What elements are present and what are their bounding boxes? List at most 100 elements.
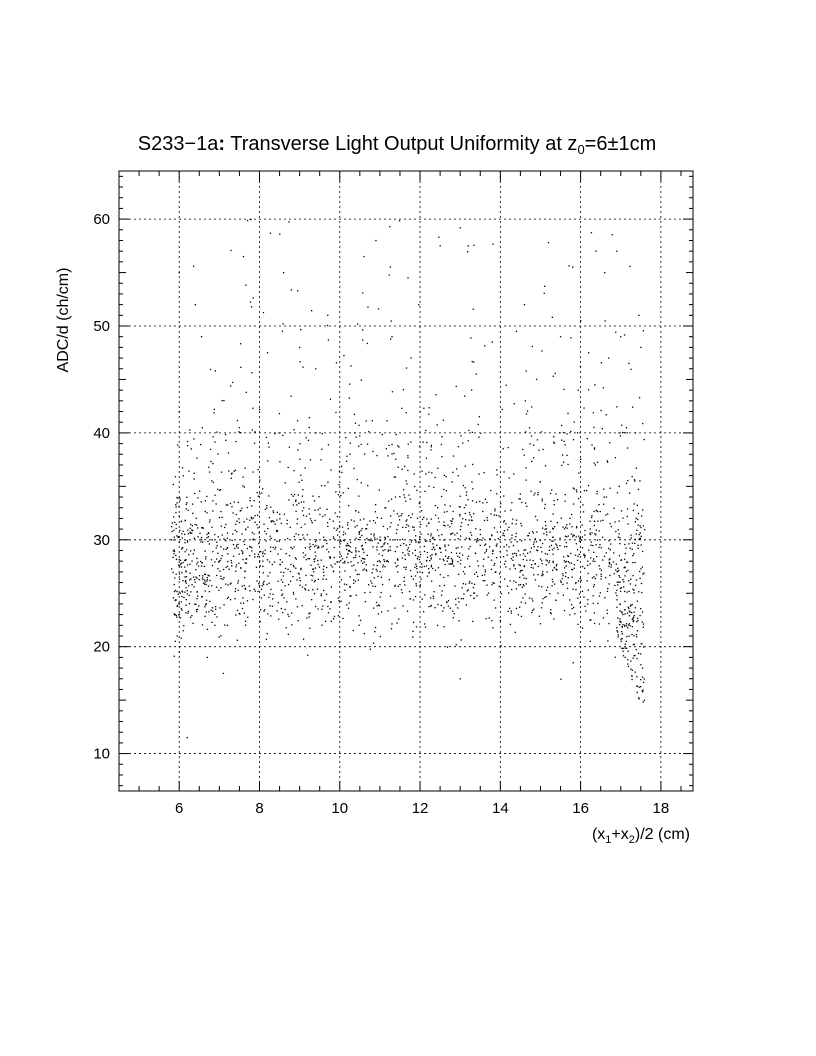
data-point [194, 523, 196, 526]
data-point [509, 623, 511, 626]
data-point [464, 395, 466, 397]
data-point [376, 454, 378, 457]
data-point [205, 604, 207, 606]
data-point [245, 562, 248, 564]
data-point [274, 433, 276, 435]
data-point [182, 530, 184, 532]
data-point [492, 582, 494, 584]
data-point [229, 583, 232, 585]
data-point [432, 595, 434, 597]
data-point [290, 580, 292, 582]
data-point [630, 537, 632, 539]
data-point [184, 591, 186, 593]
data-point [300, 329, 302, 331]
data-point [230, 582, 232, 584]
data-point [379, 561, 381, 563]
data-point [185, 570, 187, 572]
data-point [355, 547, 357, 549]
data-point [300, 474, 302, 476]
data-point [519, 554, 521, 556]
data-point [327, 481, 329, 483]
data-point [555, 493, 557, 495]
data-point [545, 559, 547, 561]
data-point [587, 572, 589, 575]
data-point [537, 546, 539, 548]
data-point [405, 520, 407, 522]
data-point [334, 563, 336, 565]
data-point [550, 609, 552, 611]
data-point [403, 576, 405, 579]
data-point [254, 590, 256, 592]
data-point [258, 532, 260, 534]
data-point [503, 563, 506, 565]
data-point [593, 584, 595, 586]
data-point [282, 575, 284, 577]
data-point [430, 597, 432, 599]
data-point [312, 589, 314, 591]
data-point [200, 443, 202, 446]
data-point [269, 550, 272, 553]
data-point [513, 552, 516, 554]
data-point [603, 555, 606, 557]
data-point [176, 635, 178, 637]
data-point [477, 540, 479, 542]
data-point [426, 540, 428, 542]
data-point [631, 626, 633, 628]
data-point [501, 408, 503, 411]
data-point [175, 599, 177, 601]
data-point [357, 562, 359, 564]
data-point [470, 516, 473, 518]
data-point [330, 601, 332, 603]
data-point [615, 530, 617, 533]
data-point [236, 419, 239, 422]
data-point [179, 565, 181, 567]
data-point [475, 571, 478, 573]
data-point [641, 690, 643, 692]
data-point [249, 546, 251, 548]
data-point [637, 524, 639, 526]
data-point [552, 569, 554, 571]
data-point [242, 476, 244, 478]
data-point [177, 444, 179, 446]
data-point [401, 468, 403, 470]
data-point [193, 438, 195, 440]
data-point [409, 569, 412, 572]
data-point [333, 546, 335, 549]
data-point [451, 559, 454, 561]
data-point [635, 648, 637, 651]
data-point [202, 582, 205, 584]
data-point [562, 594, 564, 596]
data-point [636, 685, 638, 687]
data-point [192, 529, 194, 532]
data-point [234, 529, 236, 531]
data-point [531, 345, 533, 348]
data-point [640, 526, 642, 529]
data-point [537, 492, 539, 494]
x-tick-label: 18 [653, 800, 670, 817]
data-point [332, 520, 334, 522]
data-point [173, 655, 175, 657]
data-point [357, 323, 359, 325]
data-point [257, 495, 259, 497]
data-point [352, 629, 354, 632]
data-point [194, 581, 196, 583]
data-point [347, 544, 349, 546]
data-point [588, 549, 590, 551]
data-point [428, 568, 430, 570]
data-point [446, 646, 449, 648]
data-point [223, 548, 225, 550]
data-point [250, 218, 252, 221]
data-point [639, 537, 641, 540]
data-point [276, 531, 278, 533]
data-point [185, 580, 187, 582]
data-point [511, 522, 513, 525]
data-point [237, 543, 239, 545]
data-point [360, 379, 362, 381]
data-point [483, 558, 485, 560]
data-point [225, 504, 227, 506]
data-point [594, 560, 596, 563]
data-point [403, 494, 405, 496]
data-point [182, 475, 184, 477]
data-point [387, 536, 389, 538]
data-point [403, 580, 405, 582]
